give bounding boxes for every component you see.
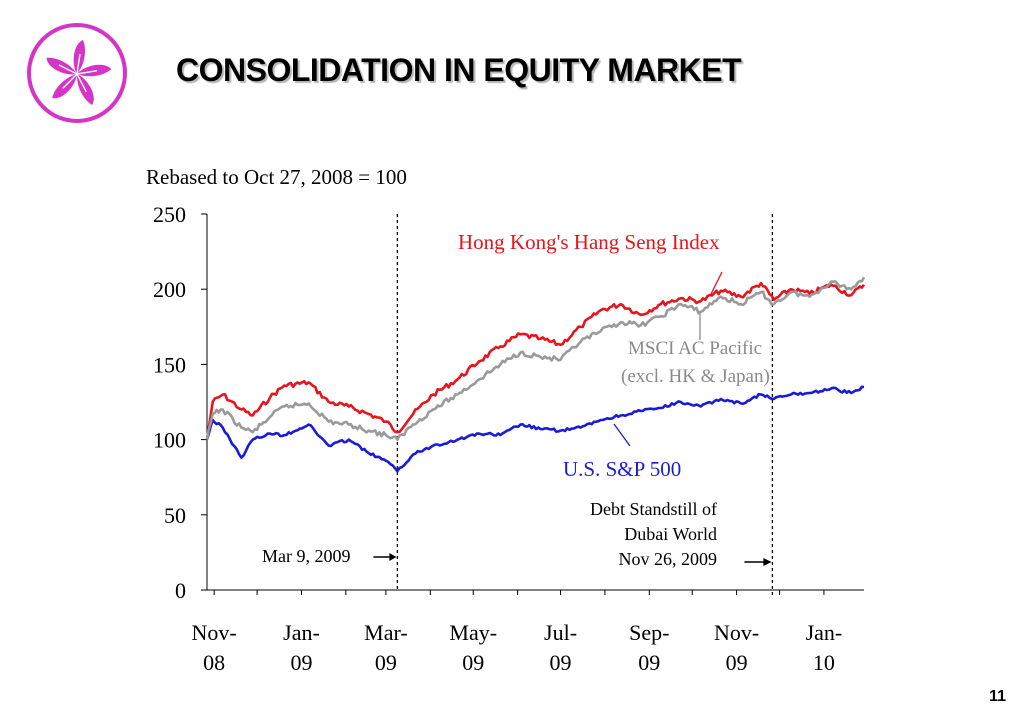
x-tick-label: Nov- — [192, 620, 237, 645]
x-tick-label: 08 — [203, 650, 225, 675]
chart-axes: 0 50 100 150 200 250 Nov- 08 Jan- 09 Mar- 09 May- 09 J… — [153, 202, 864, 675]
x-tick-label: 09 — [375, 650, 397, 675]
page-number: 11 — [989, 688, 1006, 705]
bauhinia-flower-icon — [27, 23, 127, 123]
series-leader-hang-seng — [709, 271, 723, 297]
y-tick-label: 250 — [153, 202, 186, 227]
x-tick-label: Jan- — [283, 620, 320, 645]
series-label-sp500: U.S. S&P 500 — [563, 457, 681, 481]
x-tick-label: 09 — [290, 650, 312, 675]
slide-title: CONSOLIDATION IN EQUITY MARKET — [176, 52, 742, 88]
x-tick-label: Mar- — [364, 620, 408, 645]
event-markers: Mar 9, 2009 Debt Standstill of Dubai World… — [262, 214, 774, 596]
series-label-msci-line2: (excl. HK & Japan) — [621, 366, 770, 387]
arrowhead-mar9 — [389, 553, 397, 561]
y-tick-label: 200 — [153, 277, 186, 302]
x-tick-label: Nov- — [714, 620, 759, 645]
series-label-hang-seng: Hong Kong's Hang Seng Index — [458, 230, 720, 254]
x-tick-label: May- — [449, 620, 497, 645]
arrowhead-dubai — [763, 558, 772, 566]
event-label-dubai: Debt Standstill of — [590, 499, 717, 519]
y-tick-label: 100 — [153, 428, 186, 453]
series-leader-sp500 — [613, 423, 631, 447]
x-tick-label: Jul- — [544, 620, 577, 645]
series-lines — [205, 276, 866, 473]
x-tick-label: 09 — [726, 650, 748, 675]
y-tick-label: 0 — [175, 578, 186, 603]
y-tick-label: 50 — [164, 503, 186, 528]
x-tick-label: Jan- — [806, 620, 843, 645]
event-label-dubai: Nov 26, 2009 — [619, 549, 718, 569]
series-label-msci-line1: MSCI AC Pacific — [628, 338, 762, 359]
series-line-hang-seng — [205, 281, 866, 440]
event-label-dubai: Dubai World — [624, 524, 717, 544]
x-tick-label: 09 — [638, 650, 660, 675]
series-line-sp500 — [205, 385, 865, 473]
series-labels: Hong Kong's Hang Seng Index MSCI AC Paci… — [458, 230, 770, 481]
series-line-msci — [205, 276, 866, 441]
x-tick-label: 09 — [550, 650, 572, 675]
chart-subtitle: Rebased to Oct 27, 2008 = 100 — [146, 165, 407, 189]
y-tick-label: 150 — [153, 352, 186, 377]
x-tick-label: 09 — [462, 650, 484, 675]
x-tick-label: 10 — [813, 650, 835, 675]
event-label-mar9: Mar 9, 2009 — [262, 546, 351, 566]
x-tick-label: Sep- — [629, 620, 669, 645]
